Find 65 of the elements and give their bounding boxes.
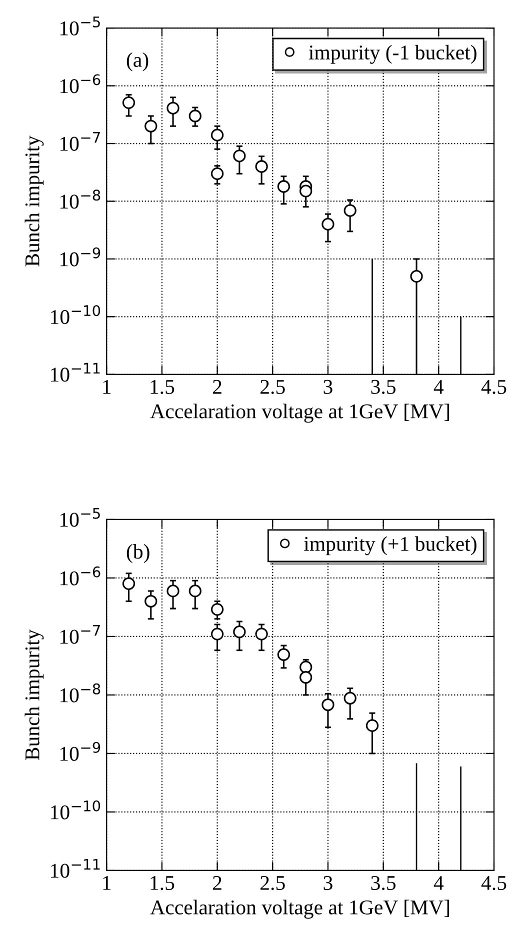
- point: [233, 150, 246, 162]
- point: [277, 648, 290, 661]
- y-tick-label: 10$^{−6}$: [60, 566, 100, 586]
- point: [366, 719, 379, 732]
- x-tick-label: 4: [434, 876, 444, 890]
- point: [277, 180, 290, 193]
- point: [300, 671, 312, 684]
- annotation: (a): [126, 52, 148, 72]
- x-tick-label: 1: [103, 876, 111, 890]
- point: [210, 603, 224, 616]
- x-tick-label: 3.5: [371, 380, 396, 394]
- point: [188, 110, 202, 122]
- point: [210, 628, 224, 640]
- point: [188, 584, 202, 598]
- y-tick-label: 10$^{−9}$: [60, 247, 100, 266]
- y-axis-title: Bunch impurity: [24, 629, 44, 760]
- x-tick-label: 2: [212, 380, 222, 394]
- x-tick-label: 2: [212, 876, 222, 890]
- point: [166, 584, 180, 598]
- y-tick-label: 10$^{−7}$: [60, 132, 100, 151]
- point: [344, 204, 356, 217]
- point: [344, 692, 356, 705]
- point: [122, 96, 136, 109]
- point: [122, 577, 136, 590]
- point: [255, 628, 268, 640]
- y-tick-label: 10$^{−9}$: [60, 742, 100, 761]
- x-tick-label: 2.5: [260, 380, 285, 394]
- point: [210, 128, 224, 142]
- x-tick-label: 3: [324, 876, 332, 890]
- point: [210, 167, 224, 180]
- annotation: (b): [126, 544, 150, 563]
- y-tick-label: 10$^{−10}$: [51, 800, 100, 820]
- point: [166, 102, 180, 114]
- x-tick-label: 2.5: [260, 876, 285, 890]
- x-tick-label: 4: [434, 380, 444, 394]
- point: [255, 160, 268, 173]
- x-tick-label: 1.5: [150, 380, 174, 394]
- x-tick-label: 1: [103, 380, 111, 394]
- y-tick-label: 10$^{−10}$: [51, 305, 100, 324]
- point: [300, 184, 312, 198]
- y-tick-label: 10$^{−7}$: [60, 624, 100, 644]
- x-tick-label: 3.5: [371, 876, 396, 890]
- point: [233, 626, 246, 638]
- y-tick-label: 10$^{−11}$: [51, 858, 100, 878]
- x-tick-label: 1.5: [150, 876, 174, 890]
- x-tick-label: 4.5: [481, 380, 506, 394]
- point: [322, 218, 334, 231]
- y-tick-label: 10$^{−8}$: [60, 190, 100, 209]
- legend-label: impurity (-1 bucket): [308, 44, 476, 64]
- y-tick-label: 10$^{−8}$: [60, 683, 100, 702]
- legend-label: impurity (+1 bucket): [304, 536, 476, 556]
- x-axis-title: Accelaration voltage at 1GeV [MV]: [150, 404, 449, 423]
- y-tick-label: 10$^{−11}$: [51, 362, 100, 382]
- x-axis-title: Accelaration voltage at 1GeV [MV]: [150, 900, 449, 919]
- point: [410, 270, 423, 283]
- x-tick-label: 4.5: [481, 876, 506, 890]
- point: [322, 698, 334, 712]
- point: [300, 660, 312, 674]
- x-tick-label: 3: [324, 380, 332, 394]
- y-tick-label: 10$^{−5}$: [60, 16, 100, 36]
- point: [144, 120, 158, 132]
- point: [144, 594, 158, 608]
- y-tick-label: 10$^{−5}$: [60, 508, 100, 527]
- y-axis-title: Bunch impurity: [24, 136, 44, 266]
- y-tick-label: 10$^{−6}$: [60, 74, 100, 94]
